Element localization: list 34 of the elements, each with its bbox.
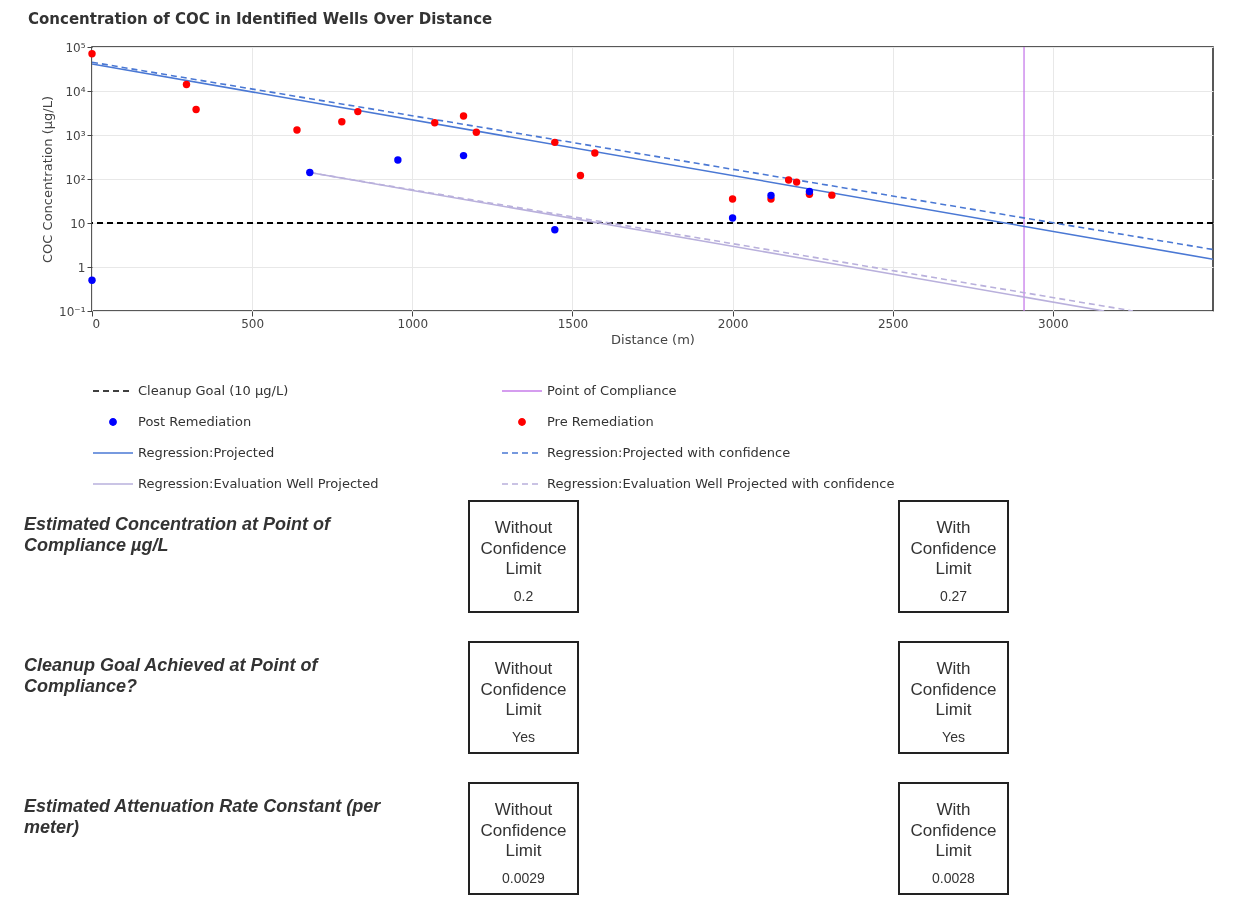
text-box: Without Confidence Limit 0.0029 — [468, 782, 579, 895]
y-tick-label: 10 — [70, 216, 86, 231]
legend-label: Post Remediation — [138, 414, 252, 429]
text: Cleanup Goal Achieved at Point of Compliance? — [24, 655, 320, 697]
x-tick-label: 0 — [92, 316, 101, 331]
y-tick-label: 10⁴ — [65, 84, 86, 99]
text-box: Without Confidence Limit Yes — [468, 641, 579, 754]
x-tick-label: 2000 — [717, 316, 749, 331]
legend-label: Regression:Projected — [138, 445, 275, 460]
legend-label: Regression:Evaluation Well Projected with confidence — [547, 476, 895, 491]
legend-label: Cleanup Goal (10 µg/L) — [138, 383, 289, 398]
y-tick-label: 10⁻¹ — [59, 304, 86, 319]
text-box: With Confidence Limit 0.27 — [898, 500, 1009, 613]
text-box: With Confidence Limit 0.0028 — [898, 782, 1009, 895]
legend-label: Regression:Evaluation Well Projected — [138, 476, 379, 491]
x-tick-label: 1500 — [557, 316, 589, 331]
x-axis-title: Distance (m) — [611, 331, 695, 347]
legend-label: Pre Remediation — [547, 414, 654, 429]
legend-label: Regression:Projected with confidence — [547, 445, 791, 460]
legend-label: Point of Compliance — [547, 383, 677, 398]
x-tick-label: 3000 — [1038, 316, 1069, 331]
x-tick-label: 500 — [241, 316, 265, 331]
y-axis-title: COC Concentration (µg/L) — [40, 96, 56, 263]
y-tick-label: 10² — [65, 172, 86, 187]
y-tick-label: 1 — [77, 260, 86, 275]
text-box: Without Confidence Limit 0.2 — [468, 500, 579, 613]
x-tick-label: 2500 — [877, 316, 909, 331]
text: Estimated Concentration at Point of Compliance µg/L — [24, 514, 333, 556]
x-tick-label: 1000 — [397, 316, 429, 331]
y-tick-label: 10⁵ — [65, 40, 86, 55]
y-tick-label: 10³ — [65, 128, 86, 143]
text: Estimated Attenuation Rate Constant (per meter) — [24, 796, 382, 838]
text-box: With Confidence Limit Yes — [898, 641, 1009, 754]
chart-title: Concentration of COC in Identified Wells Over Distance — [28, 10, 493, 28]
